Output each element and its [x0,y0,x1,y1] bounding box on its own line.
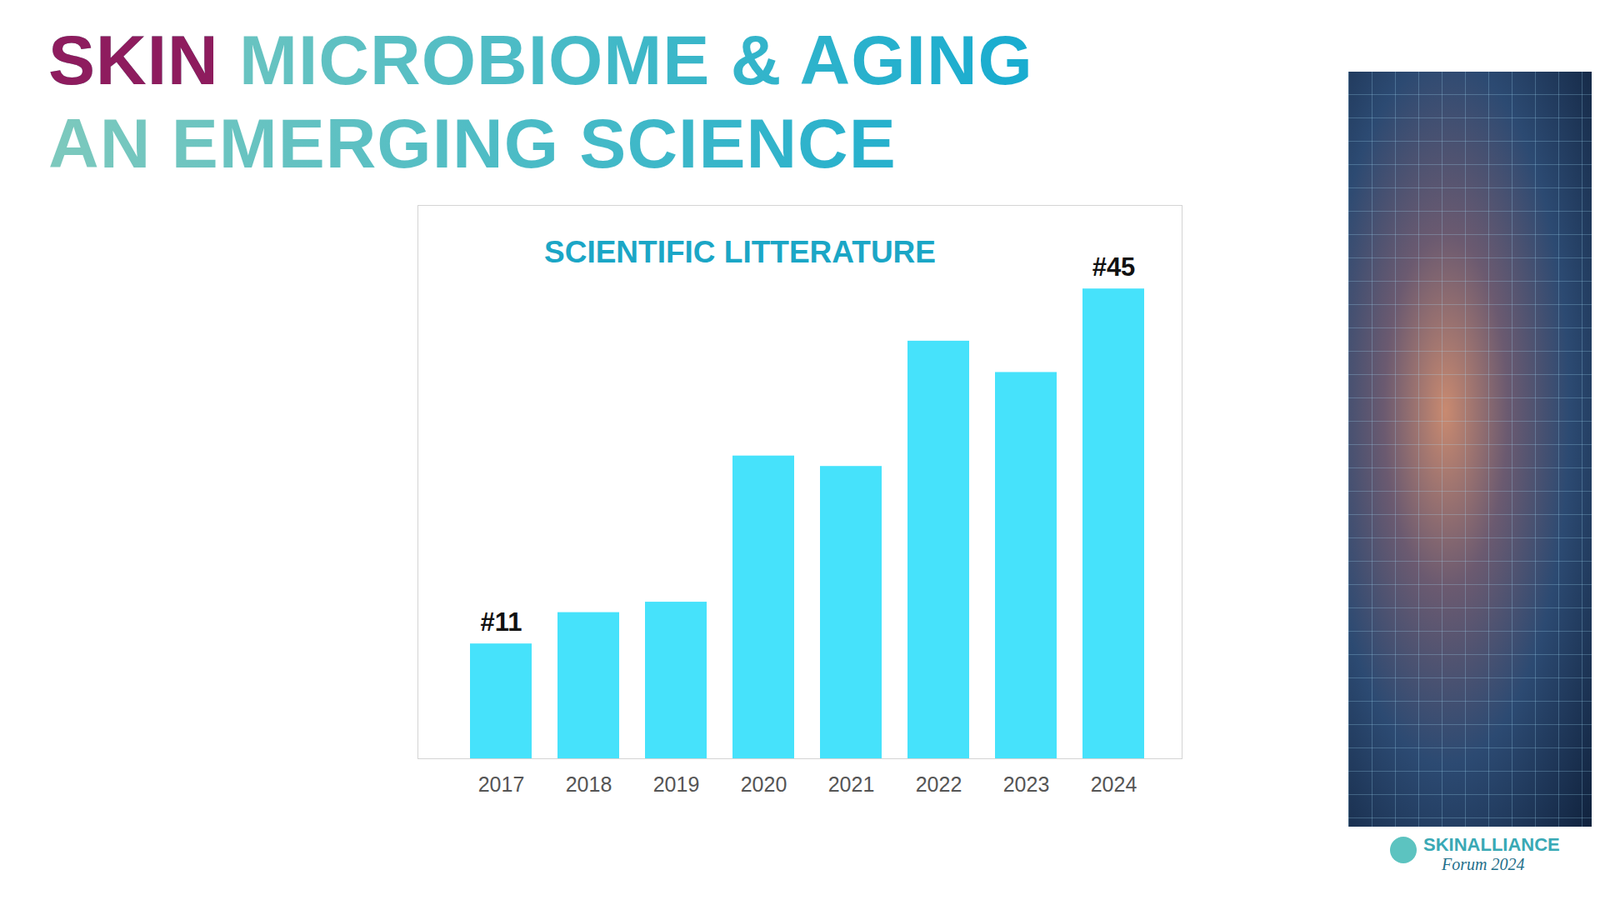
html-text:Forum 2024: Forum 2024 [1441,855,1525,874]
svg-text:#11: #11 [480,607,522,637]
svg-text:2022: 2022 [915,772,963,796]
svg-text:2023: 2023 [1003,772,1050,796]
html-text:SKINALLIANCE: SKINALLIANCE [1423,834,1560,855]
svg-text:#45: #45 [1092,252,1136,282]
html-text:AN EMERGING SCIENCE: AN EMERGING SCIENCE [48,104,897,183]
svg-text:2021: 2021 [828,772,875,796]
svg-text:2024: 2024 [1090,772,1138,796]
svg-text:2020: 2020 [740,772,788,796]
svg-text:2017: 2017 [478,772,525,796]
svg-text:2019: 2019 [653,772,700,796]
svg-text:2018: 2018 [565,772,613,796]
svg-text:SCIENTIFIC LITTERATURE: SCIENTIFIC LITTERATURE [544,235,936,270]
html-text:SKIN MICROBIOME & AGING: SKIN MICROBIOME & AGING [48,20,1034,100]
